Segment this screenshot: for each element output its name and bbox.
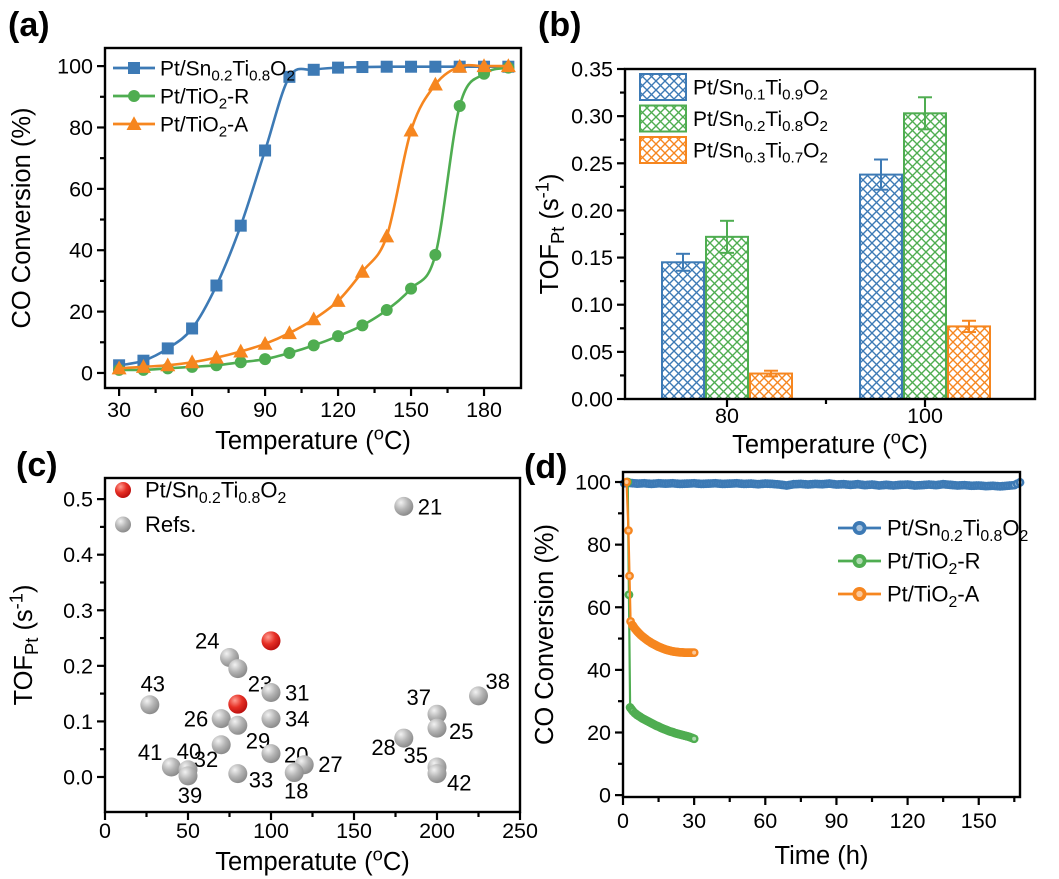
panel-letter-a: (a) [8, 6, 50, 44]
svg-text:Pt/Sn0.2Ti0.8O2: Pt/Sn0.2Ti0.8O2 [887, 516, 1028, 545]
svg-text:CO Conversion (%): CO Conversion (%) [531, 524, 559, 745]
svg-text:Pt/TiO2-R: Pt/TiO2-R [160, 86, 249, 113]
svg-text:Pt/Sn0.2Ti0.8O2: Pt/Sn0.2Ti0.8O2 [160, 58, 295, 85]
svg-text:43: 43 [141, 672, 165, 697]
svg-text:0.25: 0.25 [571, 152, 613, 176]
svg-text:34: 34 [285, 707, 309, 732]
svg-text:30: 30 [682, 809, 706, 833]
svg-text:39: 39 [178, 783, 202, 808]
svg-text:33: 33 [249, 768, 273, 793]
svg-text:Pt/Sn0.2Ti0.8O2: Pt/Sn0.2Ti0.8O2 [145, 478, 286, 507]
svg-text:0.1: 0.1 [63, 710, 93, 734]
svg-text:42: 42 [447, 771, 471, 796]
svg-text:80: 80 [715, 404, 739, 428]
svg-text:150: 150 [961, 809, 997, 833]
svg-text:100: 100 [253, 819, 289, 843]
svg-text:100: 100 [575, 471, 611, 495]
svg-text:35: 35 [404, 743, 428, 768]
chart-d-stability-vs-time: 0 30 60 90 120 150 0 20 40 60 80 100 Time (h) CO Conv… [531, 471, 1028, 870]
svg-text:TOFPt (s-1): TOFPt (s-1) [531, 173, 568, 294]
svg-text:25: 25 [449, 719, 473, 744]
svg-text:150: 150 [336, 819, 372, 843]
svg-text:Pt/TiO2-R: Pt/TiO2-R [887, 549, 981, 578]
svg-text:CO Conversion (%): CO Conversion (%) [8, 107, 36, 328]
svg-text:40: 40 [177, 739, 201, 764]
svg-text:0.4: 0.4 [63, 543, 93, 567]
svg-text:Time (h): Time (h) [775, 842, 869, 870]
svg-text:0.30: 0.30 [571, 105, 613, 129]
svg-text:180: 180 [466, 398, 502, 422]
chart-a-co-conversion-vs-temperature: 30 60 90 120 150 180 0 20 40 60 80 100 Temperature (… [8, 46, 523, 455]
chart-b-tof-bar-chart: 80 100 0.00 0.05 0.10 0.15 0.20 0.25 0.30 0.35 Tem… [531, 58, 1037, 459]
svg-text:30: 30 [107, 398, 131, 422]
svg-text:Refs.: Refs. [145, 512, 196, 537]
panel-letter-d: (d) [524, 448, 568, 486]
svg-text:31: 31 [285, 681, 309, 706]
svg-text:80: 80 [69, 116, 93, 140]
svg-text:Pt/Sn0.3Ti0.7O2: Pt/Sn0.3Ti0.7O2 [693, 140, 828, 167]
panel-letter-c: (c) [16, 446, 58, 484]
svg-text:21: 21 [418, 494, 442, 519]
svg-text:0.15: 0.15 [571, 246, 613, 270]
svg-text:0.35: 0.35 [571, 58, 613, 82]
svg-text:0: 0 [81, 361, 93, 385]
svg-text:Temperature (oC): Temperature (oC) [732, 426, 928, 459]
svg-text:80: 80 [587, 533, 611, 557]
svg-text:0.20: 0.20 [571, 199, 613, 223]
svg-text:20: 20 [69, 300, 93, 324]
svg-text:0.2: 0.2 [63, 654, 93, 678]
svg-text:90: 90 [824, 809, 848, 833]
svg-text:0: 0 [617, 809, 629, 833]
svg-text:200: 200 [419, 819, 455, 843]
svg-text:60: 60 [180, 398, 204, 422]
svg-text:18: 18 [284, 779, 308, 804]
svg-text:60: 60 [587, 596, 611, 620]
svg-text:100: 100 [57, 55, 93, 79]
svg-text:100: 100 [907, 404, 943, 428]
svg-text:250: 250 [502, 819, 538, 843]
svg-text:40: 40 [69, 239, 93, 263]
svg-text:150: 150 [393, 398, 429, 422]
svg-text:0: 0 [99, 819, 111, 843]
svg-text:Temperatute (oC): Temperatute (oC) [215, 843, 409, 876]
svg-text:Pt/TiO2-A: Pt/TiO2-A [887, 582, 980, 611]
svg-text:120: 120 [890, 809, 926, 833]
svg-text:60: 60 [69, 177, 93, 201]
svg-text:24: 24 [195, 629, 219, 654]
svg-text:Pt/TiO2-A: Pt/TiO2-A [160, 114, 248, 141]
svg-text:0.05: 0.05 [571, 340, 613, 364]
svg-text:TOFPt (s-1): TOFPt (s-1) [5, 584, 42, 705]
svg-text:38: 38 [486, 669, 510, 694]
svg-text:28: 28 [371, 735, 395, 760]
svg-text:37: 37 [407, 685, 431, 710]
svg-text:26: 26 [184, 707, 208, 732]
svg-text:40: 40 [587, 658, 611, 682]
svg-text:50: 50 [176, 819, 200, 843]
panel-letter-b: (b) [538, 6, 582, 44]
svg-text:41: 41 [138, 740, 162, 765]
svg-text:60: 60 [753, 809, 777, 833]
svg-text:0.0: 0.0 [63, 765, 93, 789]
svg-text:120: 120 [320, 398, 356, 422]
svg-text:0.10: 0.10 [571, 293, 613, 317]
svg-text:Temperature (oC): Temperature (oC) [215, 422, 411, 455]
svg-text:0.3: 0.3 [63, 599, 93, 623]
svg-text:0: 0 [599, 784, 611, 808]
svg-text:0.00: 0.00 [571, 388, 613, 412]
svg-text:0.5: 0.5 [63, 488, 93, 512]
svg-text:20: 20 [587, 721, 611, 745]
svg-text:Pt/Sn0.2Ti0.8O2: Pt/Sn0.2Ti0.8O2 [693, 108, 828, 135]
svg-text:90: 90 [253, 398, 277, 422]
svg-text:Pt/Sn0.1Ti0.9O2: Pt/Sn0.1Ti0.9O2 [693, 77, 828, 104]
svg-text:32: 32 [194, 747, 218, 772]
svg-text:27: 27 [318, 752, 342, 777]
